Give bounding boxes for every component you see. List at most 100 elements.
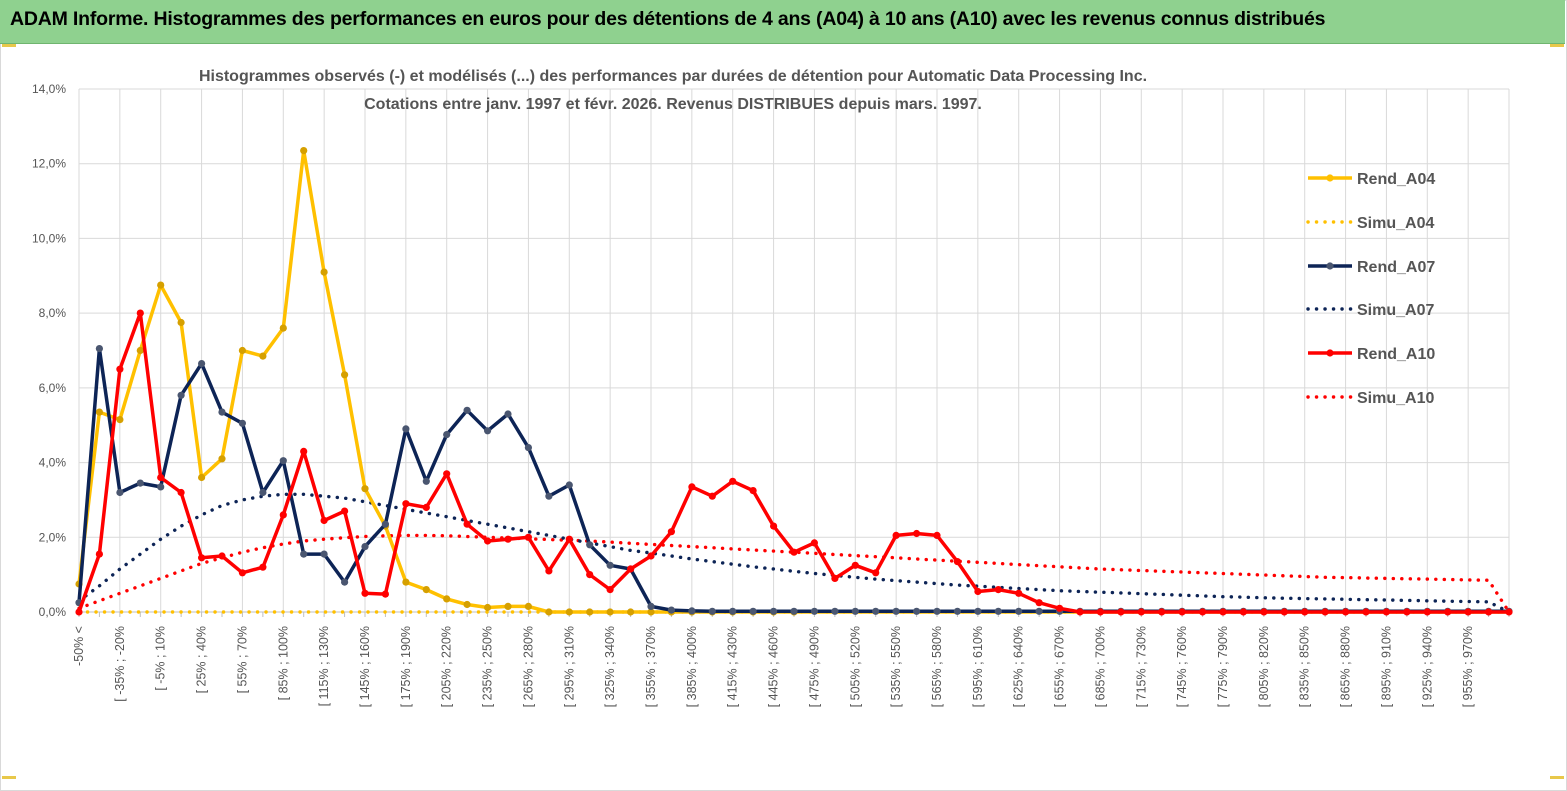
data-point — [1199, 608, 1207, 616]
data-point — [1342, 608, 1350, 616]
data-point — [422, 586, 430, 594]
y-tick-label: 12,0% — [32, 157, 66, 171]
data-point — [402, 578, 410, 586]
data-point — [1035, 607, 1043, 615]
data-point — [116, 488, 124, 497]
data-point — [218, 408, 226, 416]
series-layer — [75, 147, 1513, 616]
x-tick-label: [ 805% ; 820% — [1257, 626, 1271, 707]
legend-label: Rend_A10 — [1357, 346, 1435, 363]
data-point — [1056, 604, 1064, 612]
data-point — [95, 345, 103, 353]
data-point — [810, 539, 819, 547]
data-point — [770, 607, 778, 615]
data-point — [484, 427, 492, 435]
data-point — [586, 571, 594, 579]
data-point — [341, 507, 349, 515]
data-point — [647, 608, 655, 616]
grid-layer — [78, 88, 1510, 613]
legend: Rend_A04 Simu_A04 Rend_A07 Simu_A07 Rend_A10… — [1306, 171, 1435, 407]
corner-mark-top-left — [2, 44, 16, 47]
data-point — [1219, 608, 1227, 616]
data-point — [402, 425, 410, 433]
data-point — [688, 483, 696, 491]
data-point — [708, 607, 716, 615]
data-point — [1096, 608, 1104, 616]
data-point — [545, 567, 553, 575]
data-point — [279, 511, 287, 519]
data-point — [95, 550, 103, 558]
data-point — [157, 473, 165, 482]
data-point — [361, 589, 369, 597]
data-point — [586, 541, 594, 549]
x-tick-label: [ 25% ; 40% — [195, 626, 209, 693]
x-tick-label: [ 325% ; 340% — [603, 626, 617, 707]
data-point — [341, 371, 349, 379]
data-point — [851, 607, 859, 615]
data-point — [218, 455, 226, 463]
data-point — [933, 607, 941, 615]
axis-layer: 0,0% 2,0% 4,0% 6,0% 8,0% 10,0% 12,0% 14,0% -50% … — [32, 82, 1510, 707]
data-point — [913, 607, 921, 615]
x-tick-label: [ 745% ; 760% — [1175, 626, 1189, 707]
data-point — [1403, 608, 1411, 616]
x-tick-label: [ 925% ; 940% — [1420, 626, 1434, 707]
data-point — [974, 607, 982, 615]
data-point — [1178, 608, 1186, 616]
data-point — [1423, 608, 1431, 616]
data-point — [647, 602, 655, 611]
data-point — [320, 268, 328, 276]
data-point — [1015, 607, 1023, 615]
series-simu-a10 — [77, 533, 1511, 614]
data-point — [422, 477, 430, 485]
data-point — [422, 503, 430, 511]
y-tick-label: 0,0% — [39, 605, 67, 619]
data-point — [1076, 608, 1084, 616]
data-point — [810, 607, 819, 615]
x-tick-label: [ 475% ; 490% — [807, 626, 821, 707]
data-point — [198, 554, 206, 562]
data-point — [279, 324, 287, 332]
x-tick-label: [ 535% ; 550% — [889, 626, 903, 707]
data-point — [790, 548, 798, 556]
chart-subtitle: Cotations entre janv. 1997 et févr. 2026… — [364, 96, 982, 113]
legend-label: Simu_A07 — [1357, 302, 1434, 319]
data-point — [443, 431, 451, 439]
data-point — [116, 365, 124, 373]
data-point — [994, 607, 1002, 615]
data-point — [565, 608, 573, 616]
data-point — [238, 419, 246, 427]
data-point — [606, 561, 614, 569]
series-rend-a07 — [75, 345, 1513, 615]
data-point — [1158, 608, 1166, 616]
data-point — [504, 602, 512, 611]
data-point — [994, 586, 1002, 594]
data-point — [238, 569, 246, 577]
data-point — [872, 569, 880, 577]
data-point — [136, 346, 144, 355]
x-tick-label: [ 625% ; 640% — [1012, 626, 1026, 707]
data-point — [504, 535, 512, 543]
data-point — [75, 608, 83, 616]
y-tick-label: 2,0% — [39, 530, 67, 544]
x-tick-label: [ 655% ; 670% — [1053, 626, 1067, 707]
legend-item-rend-a10: Rend_A10 — [1308, 346, 1435, 363]
data-point — [606, 586, 614, 594]
data-point — [157, 483, 165, 491]
data-point — [198, 473, 206, 482]
corner-mark-bottom-left — [2, 776, 16, 779]
x-tick-label: [ 715% ; 730% — [1134, 626, 1148, 707]
x-tick-label: [ 145% ; 160% — [358, 626, 372, 707]
data-point — [1382, 608, 1390, 616]
corner-mark-top-right — [1550, 44, 1564, 47]
data-point — [892, 531, 900, 540]
data-point — [463, 600, 471, 609]
data-point — [688, 607, 696, 615]
y-tick-label: 4,0% — [39, 456, 67, 470]
data-point — [770, 522, 778, 530]
data-point — [749, 607, 757, 615]
data-point — [198, 360, 206, 368]
data-point — [238, 346, 246, 355]
legend-marker — [1326, 349, 1334, 357]
